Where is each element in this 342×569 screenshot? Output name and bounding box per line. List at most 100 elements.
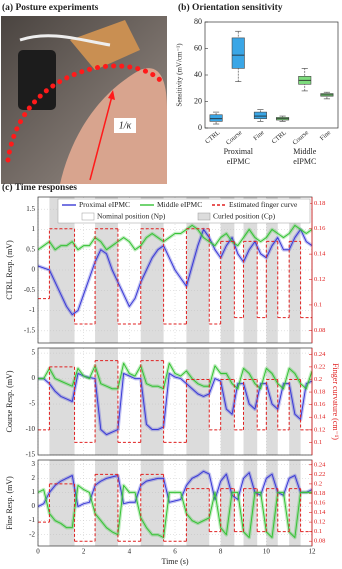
y2-tick-label: 0.14 (314, 414, 326, 421)
y-tick-label: 0 (32, 374, 36, 382)
y2-tick-label: 0.1 (314, 301, 322, 308)
legend: Proximal eIPMC Middle eIPMC Estimated fing… (57, 198, 311, 224)
curled-span (266, 460, 278, 546)
y2-tick-label: 0.12 (314, 276, 325, 283)
y2-tick-label: 0.12 (314, 519, 325, 526)
radius-arrow (89, 95, 113, 181)
curled-span (289, 197, 301, 343)
group-label: eIPMC (293, 157, 316, 166)
curled-span (220, 460, 235, 546)
chart-title: (b) Orientation sensitivity (178, 2, 283, 13)
x-tick-label: 10 (263, 548, 271, 556)
x-tick-label: 12 (309, 548, 317, 556)
curled-span (186, 348, 210, 455)
y2-tick-label: 0.2 (314, 376, 322, 383)
series-line (38, 484, 312, 539)
x-tick-label: 2 (82, 548, 86, 556)
y2-tick-label: 0.16 (314, 499, 326, 506)
hand (60, 68, 167, 184)
y2-tick-label: 0.18 (314, 200, 325, 207)
x-tick-label: Fine (319, 129, 332, 142)
curled-span (186, 460, 210, 546)
x-tick-label: Course (291, 129, 310, 146)
plot-area (38, 223, 312, 325)
y-tick-label: 1.5 (26, 205, 35, 213)
y-axis-label: Fine Resp. (mV) (5, 476, 14, 530)
y2-tick-label: 0.18 (314, 389, 325, 396)
wire (19, 34, 111, 47)
x-tick-label: Fine (252, 129, 265, 142)
y2-tick-label: 0.1 (314, 439, 322, 446)
curled-span (289, 348, 301, 455)
x-tick-label: 0 (36, 548, 40, 556)
curled-span (243, 348, 258, 455)
legend-swatch (81, 212, 95, 221)
curled-span (140, 348, 164, 455)
plot-area (38, 469, 312, 542)
y2-tick-label: 0.18 (314, 490, 325, 497)
y2-tick-label: 0.16 (314, 401, 326, 408)
device (18, 50, 56, 110)
legend-label: Curled position (Cp) (213, 212, 276, 221)
box (209, 114, 223, 122)
y-tick-label: 1 (32, 488, 36, 496)
y-tick-label: 0 (198, 123, 202, 132)
curled-span (289, 460, 301, 546)
y-tick-label: -5 (29, 400, 35, 408)
curled-span (220, 348, 235, 455)
y-tick-label: -10 (26, 425, 36, 433)
x-tick-label: 8 (219, 548, 223, 556)
y2-tick-label: 0.22 (314, 363, 325, 370)
y-tick-label: 5 (32, 349, 36, 357)
annotation-box (114, 118, 136, 133)
curled-span (49, 348, 75, 455)
y-tick-label: 80 (194, 17, 202, 26)
series-line (38, 362, 312, 390)
curvature-arc (5, 63, 163, 163)
y2-tick-label: 0.24 (314, 461, 326, 468)
group-label: eIPMC (227, 157, 250, 166)
box (231, 37, 245, 69)
y-tick-label: -0.5 (24, 286, 36, 294)
y2-tick-label: 0.2 (314, 480, 322, 487)
y2-tick-label: 0.24 (314, 351, 326, 358)
group-label: Proximal (224, 147, 254, 156)
y-tick-label: 2 (32, 474, 36, 482)
y-tick-label: 40 (194, 70, 202, 79)
y-tick-label: 3 (32, 460, 36, 468)
box (253, 111, 267, 120)
y-tick-label: -1.5 (24, 326, 36, 334)
photo-title: (a) Posture experiments (2, 2, 99, 13)
curled-span (243, 460, 258, 546)
y2-tick-label: 0.1 (314, 528, 322, 535)
y2-tick-label: 0.22 (314, 471, 325, 478)
y-tick-label: 60 (194, 43, 202, 52)
y-axis-label: CTRL Resp. (mV) (5, 240, 14, 300)
y-axis-label: Sensitivity (mV/cm⁻¹) (176, 43, 184, 107)
photo-panel: (a) Posture experiments 1/κ (1, 2, 167, 184)
y-tick-label: 0 (32, 266, 36, 274)
legend-box (57, 198, 311, 224)
legend-label: Estimated finger curve (229, 200, 298, 209)
curled-span (266, 348, 278, 455)
legend-swatch (197, 212, 211, 221)
curled-span (49, 460, 75, 546)
group-label: Middle (293, 147, 317, 156)
y2-tick-label: 0.14 (314, 509, 326, 516)
y-tick-label: -1 (29, 306, 35, 314)
x-tick-label: CTRL (204, 129, 221, 145)
x-axis-label: Time (s) (161, 557, 188, 566)
y-tick-label: 20 (194, 96, 202, 105)
y2-tick-label: 0.16 (314, 225, 326, 232)
legend-label: Proximal eIPMC (79, 200, 130, 209)
annotation: 1/κ (119, 120, 132, 131)
y-tick-label: 0.5 (26, 245, 35, 253)
y-tick-label: -15 (26, 451, 36, 459)
legend-label: Middle eIPMC (157, 200, 202, 209)
x-tick-label: 4 (128, 548, 132, 556)
series-line (38, 224, 312, 251)
y2-tick-label: 0.08 (314, 327, 325, 334)
series-line (38, 228, 312, 316)
chart-title: (c) Time responses (2, 182, 77, 193)
